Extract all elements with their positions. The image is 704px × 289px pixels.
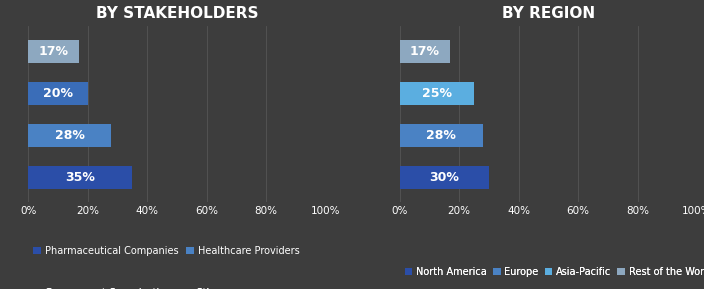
Legend: North America, Europe, Asia-Pacific, Rest of the World: North America, Europe, Asia-Pacific, Res…	[405, 267, 704, 277]
Text: 17%: 17%	[410, 45, 440, 58]
Title: BY REGION: BY REGION	[502, 6, 595, 21]
Text: 30%: 30%	[429, 171, 459, 184]
Text: 28%: 28%	[427, 129, 456, 142]
Text: 28%: 28%	[55, 129, 84, 142]
Bar	[28, 40, 79, 63]
Bar	[28, 81, 87, 105]
Bar	[400, 81, 474, 105]
Legend: Government Organizations, Others: Government Organizations, Others	[33, 288, 229, 289]
Bar	[400, 166, 489, 189]
Bar	[28, 166, 132, 189]
Text: 17%: 17%	[39, 45, 68, 58]
Title: BY STAKEHOLDERS: BY STAKEHOLDERS	[96, 6, 258, 21]
Text: 20%: 20%	[43, 87, 73, 100]
Bar	[400, 40, 451, 63]
Bar	[28, 124, 111, 147]
Bar	[400, 124, 483, 147]
Text: 35%: 35%	[65, 171, 95, 184]
Text: 25%: 25%	[422, 87, 452, 100]
